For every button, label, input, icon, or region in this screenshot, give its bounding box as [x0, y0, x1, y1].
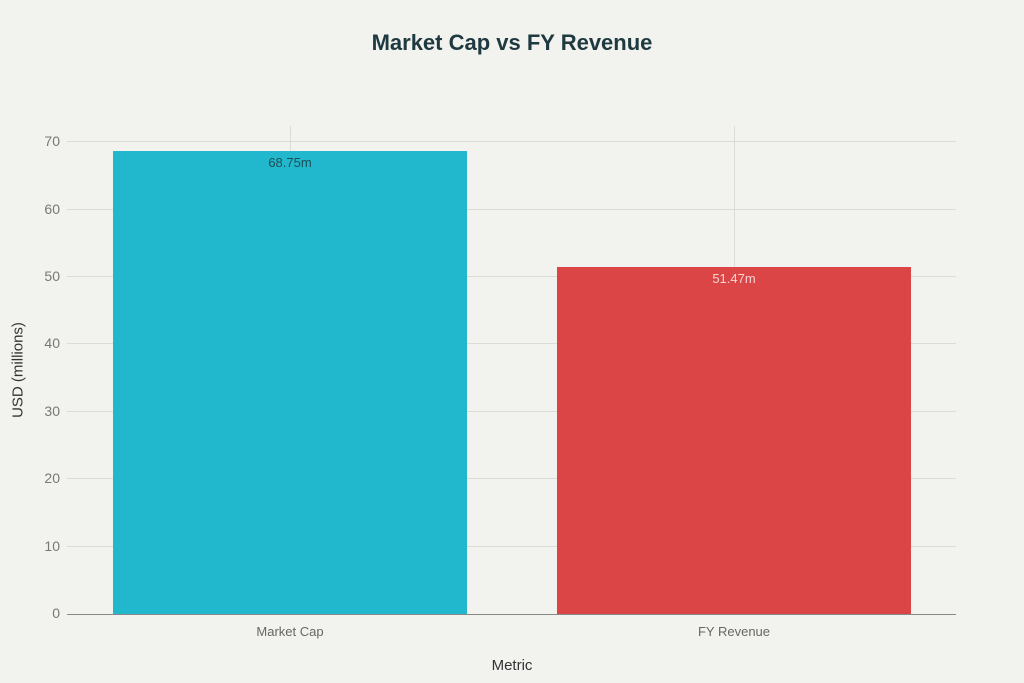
- bar-value-label: 51.47m: [712, 271, 756, 287]
- y-tick-label: 30: [44, 402, 60, 419]
- x-tick-fy-revenue: FY Revenue: [697, 624, 771, 639]
- bar-fy-revenue[interactable]: 51.47m: [557, 267, 911, 614]
- y-gridline: [67, 275, 956, 277]
- y-gridline: [67, 410, 956, 412]
- x-tick-market-cap: Market Cap: [256, 624, 324, 639]
- bar-value-label: 68.75m: [268, 154, 312, 170]
- y-tick-label: 60: [44, 200, 60, 217]
- y-gridline: [67, 343, 956, 345]
- chart-title: Market Cap vs FY Revenue: [371, 30, 653, 55]
- bar-market-cap[interactable]: 68.75m: [113, 150, 467, 614]
- y-gridline: [67, 208, 956, 210]
- y-tick-label: 70: [44, 133, 60, 150]
- y-gridline: [67, 545, 956, 547]
- y-tick-label: 0: [52, 605, 60, 621]
- y-tick-label: 50: [44, 267, 60, 284]
- plot-area: 68.75m 51.47m: [67, 126, 956, 615]
- y-gridline: [67, 141, 956, 143]
- y-tick-label: 10: [44, 537, 60, 554]
- x-axis-label: Metric: [491, 657, 533, 674]
- y-tick-label: 20: [44, 470, 60, 487]
- y-tick-label: 40: [44, 335, 60, 352]
- x-axis-line: [67, 614, 956, 615]
- y-gridline: [67, 478, 956, 480]
